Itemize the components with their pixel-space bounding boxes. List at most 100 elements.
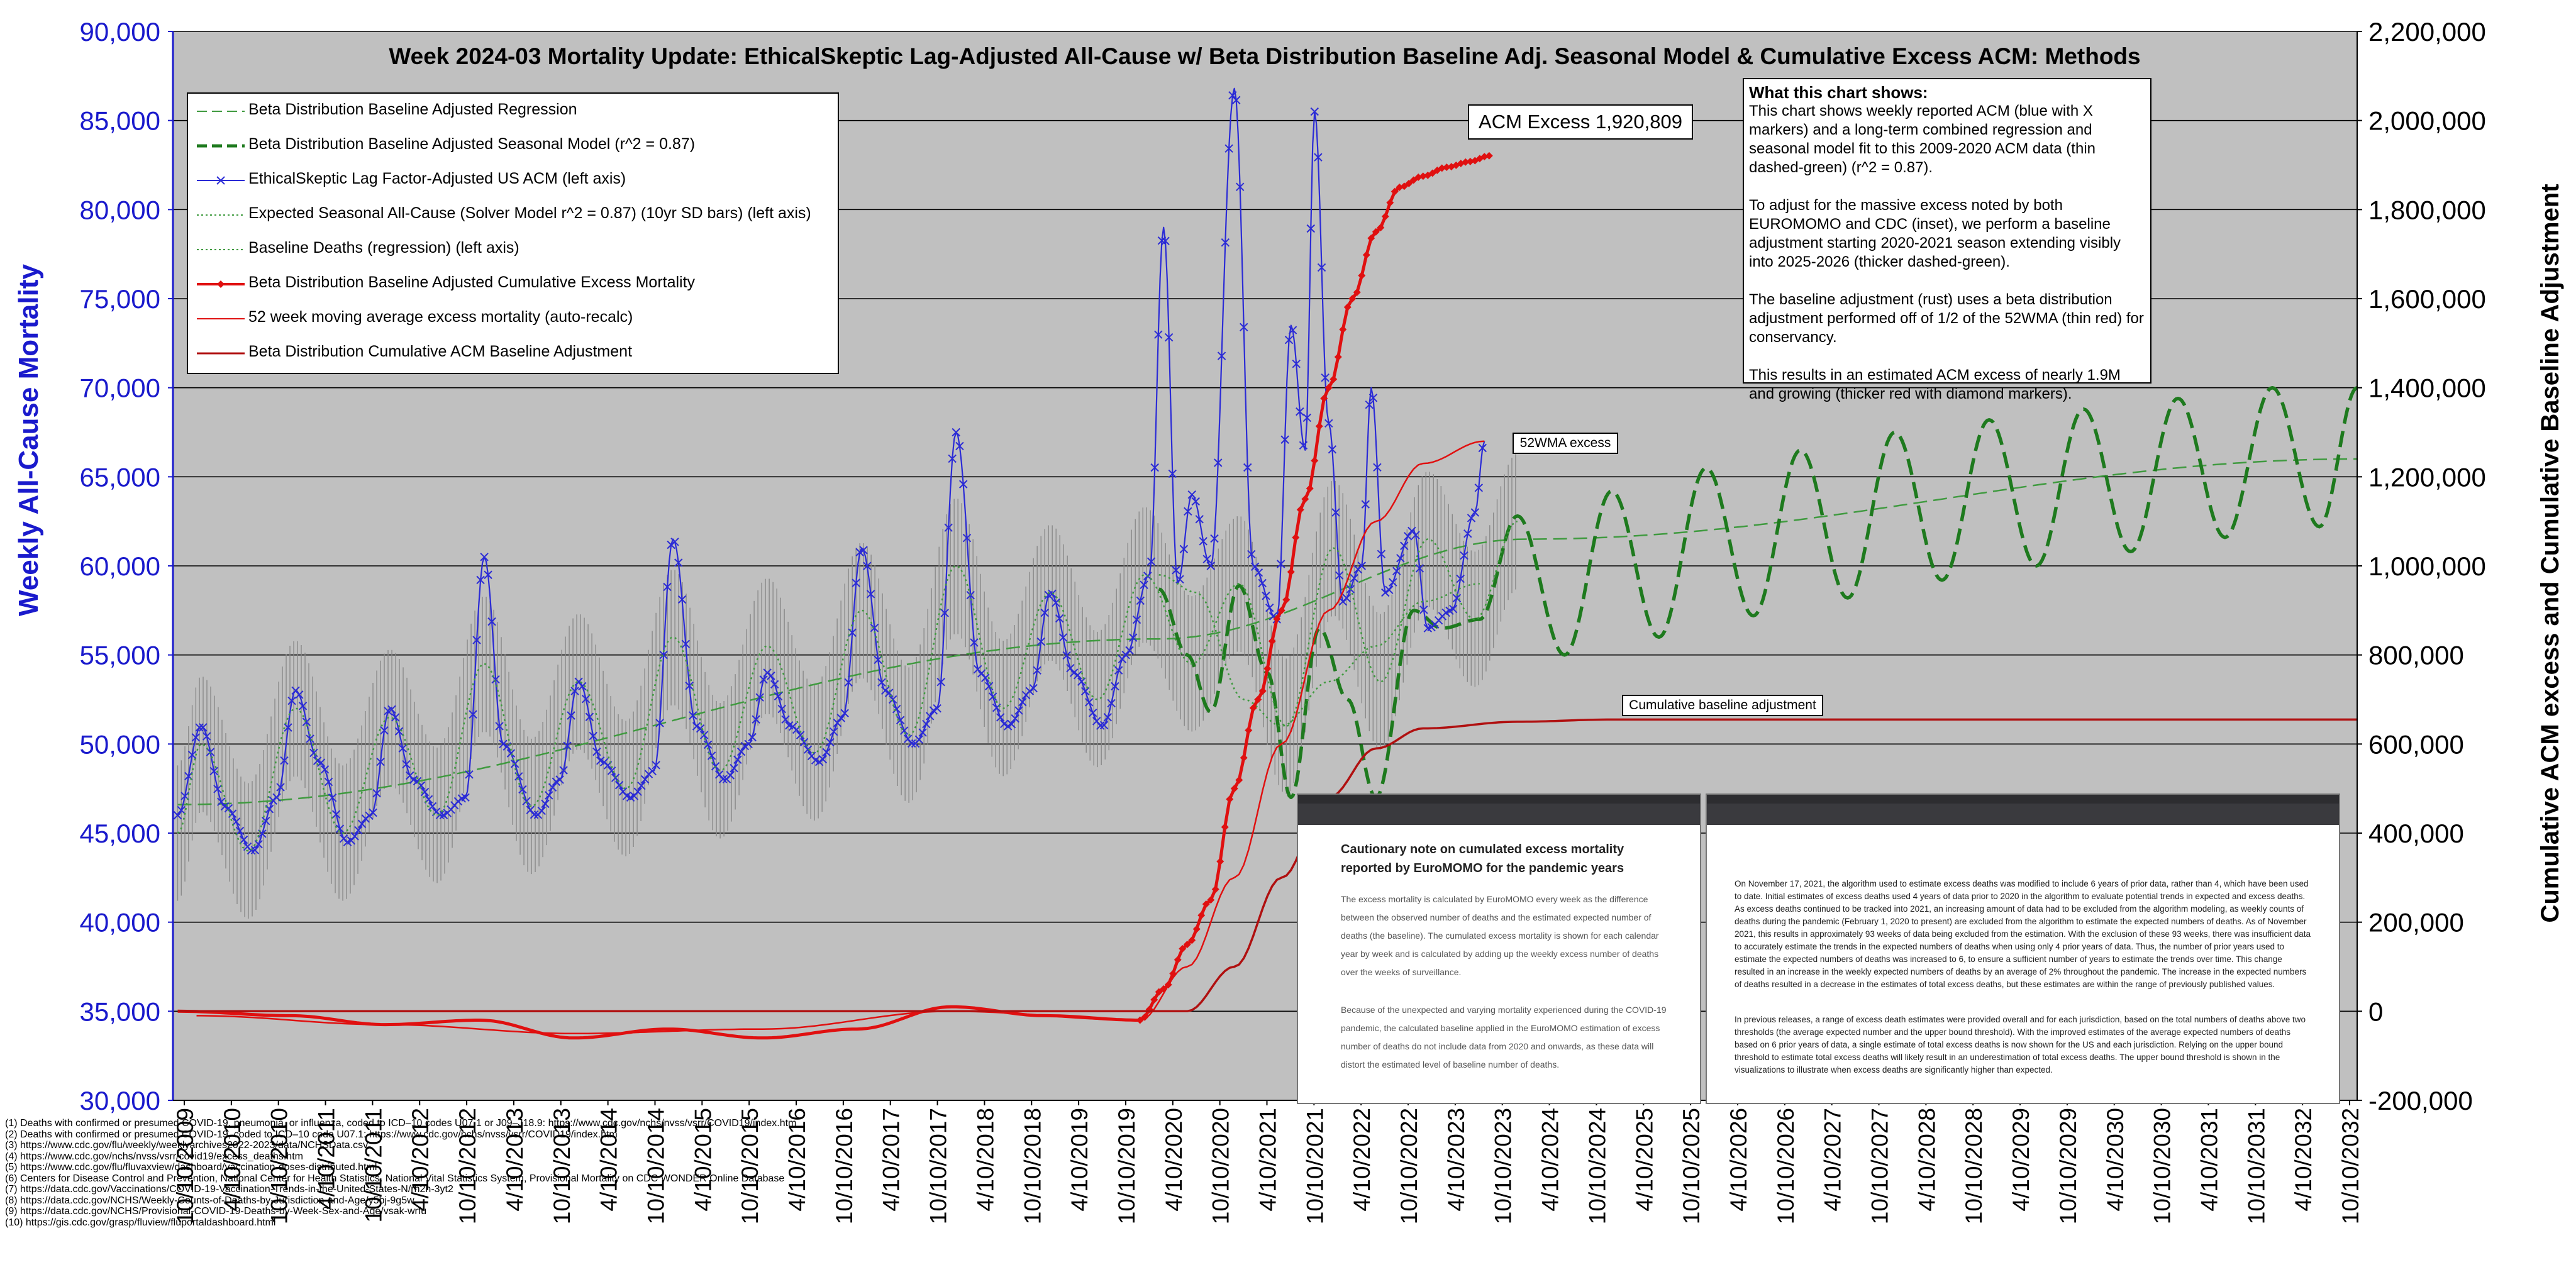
legend-label: Beta Distribution Baseline Adjusted Cumu… (248, 274, 696, 291)
x-marker (674, 558, 683, 567)
x-marker (1168, 469, 1177, 478)
x-marker (1377, 550, 1386, 558)
x-marker (209, 766, 218, 776)
x-marker (933, 704, 941, 713)
x-marker (398, 744, 407, 753)
x-marker (284, 723, 292, 732)
x-marker (767, 672, 775, 680)
diamond-marker (1150, 996, 1158, 1004)
x-marker (659, 650, 668, 660)
x-marker (1258, 578, 1267, 588)
diamond-marker (1249, 704, 1257, 712)
legend-label: Expected Seasonal All-Cause (Solver Mode… (248, 204, 811, 222)
x-marker (1400, 541, 1409, 550)
x-tick-label: 10/10/2016 (831, 1108, 857, 1224)
x-marker (435, 810, 445, 819)
x-tick-label: 4/10/2029 (2008, 1108, 2034, 1212)
diamond-marker (1381, 213, 1389, 221)
x-marker (755, 693, 764, 702)
x-marker (1292, 360, 1301, 368)
inset-title: Cautionary note on cumulated excess mort… (1341, 843, 1624, 875)
x-marker (280, 756, 289, 765)
y2-tick-label: -200,000 (2368, 1086, 2473, 1115)
x-marker (1070, 668, 1079, 677)
x-tick-label: 10/10/2020 (1208, 1108, 1234, 1224)
diamond-marker (1221, 823, 1229, 831)
diamond-marker (1226, 795, 1234, 804)
x-marker (357, 819, 367, 829)
x-tick-label: 10/10/2012 (455, 1108, 480, 1224)
x-marker (844, 678, 853, 687)
x-marker (1331, 508, 1340, 517)
x-marker (1175, 575, 1184, 584)
x-marker (899, 726, 909, 735)
x-marker (224, 804, 233, 813)
x-marker (1448, 604, 1458, 614)
footnote: (9) https://data.cdc.gov/NCHS/Provisiona… (5, 1206, 427, 1217)
legend-label: Beta Distribution Cumulative ACM Baselin… (248, 343, 633, 360)
diamond-marker (1391, 187, 1399, 196)
x-marker (781, 715, 790, 724)
x-marker (1250, 562, 1260, 571)
y2-tick-label: 400,000 (2368, 819, 2464, 848)
x-marker (1284, 335, 1294, 345)
legend-swatch (197, 144, 245, 148)
x-marker (1415, 564, 1424, 573)
y2-tick-label: 1,600,000 (2368, 284, 2486, 314)
x-marker (1179, 545, 1189, 553)
x-tick-label: 4/10/2017 (879, 1108, 904, 1212)
x-marker (736, 747, 746, 756)
x-marker (213, 785, 222, 793)
x-marker (469, 710, 477, 719)
x-marker (1350, 573, 1358, 583)
x-marker (585, 712, 594, 721)
diamond-marker (1273, 615, 1281, 623)
x-marker (1195, 515, 1204, 524)
x-marker (495, 722, 504, 731)
x-marker (859, 546, 868, 555)
diamond-marker (1405, 179, 1413, 187)
x-marker (1007, 720, 1016, 729)
diamond-marker (1216, 858, 1224, 866)
x-marker (1018, 697, 1027, 707)
diamond-marker (1438, 164, 1446, 172)
x-tick-label: 10/10/2028 (1961, 1108, 1987, 1224)
x-marker (228, 809, 237, 818)
x-marker (1187, 490, 1196, 499)
diamond-marker (1480, 153, 1489, 161)
diamond-marker (1362, 251, 1370, 259)
x-marker (537, 806, 546, 815)
x-marker (1236, 182, 1245, 191)
x-tick-label: 4/10/2018 (972, 1108, 998, 1212)
x-marker (1317, 263, 1326, 272)
x-tick-label: 4/10/2019 (1067, 1108, 1092, 1212)
legend-swatch (197, 176, 245, 185)
x-marker (863, 561, 872, 570)
x-marker (335, 824, 345, 833)
x-marker (1247, 550, 1256, 559)
x-marker (574, 677, 583, 686)
x-marker (1081, 687, 1090, 696)
x-marker (670, 538, 679, 546)
x-marker (1202, 555, 1211, 563)
x-marker (1456, 574, 1465, 583)
legend-swatch (197, 280, 245, 288)
diamond-marker (1353, 288, 1361, 296)
legend-swatch (197, 318, 245, 319)
y2-tick-label: 200,000 (2368, 908, 2464, 937)
diamond-marker (1386, 199, 1394, 207)
series-line (1158, 573, 1480, 727)
x-marker (387, 705, 396, 714)
x-marker (1392, 567, 1401, 575)
y-axis-label: Weekly All-Cause Mortality (13, 264, 44, 616)
x-tick-label: 4/10/2016 (784, 1108, 810, 1212)
x-tick-label: 4/10/2024 (1538, 1108, 1563, 1212)
x-marker (1302, 413, 1311, 423)
legend-label: Beta Distribution Baseline Adjusted Seas… (248, 135, 696, 153)
x-marker (1161, 236, 1170, 245)
x-marker (376, 757, 385, 766)
x-marker (814, 757, 824, 766)
x-tick-label: 10/10/2017 (926, 1108, 952, 1224)
diamond-marker (1334, 353, 1342, 361)
x-marker (925, 712, 935, 721)
